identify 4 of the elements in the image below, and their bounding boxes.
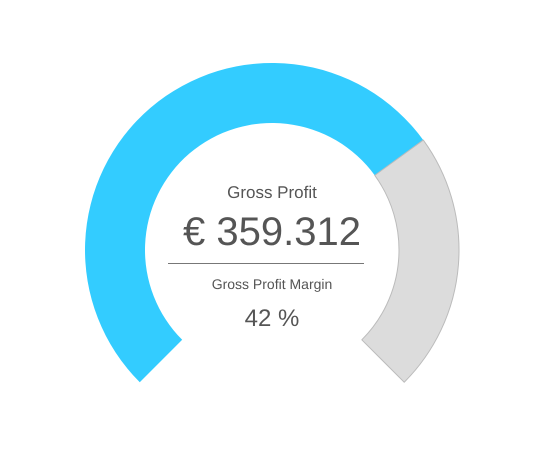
- text: Gross Profit: [226, 183, 318, 203]
- text: 42 %: [244, 305, 300, 333]
- text: Gross Profit Margin: [210, 276, 334, 292]
- text: € 359.312: [182, 210, 362, 255]
